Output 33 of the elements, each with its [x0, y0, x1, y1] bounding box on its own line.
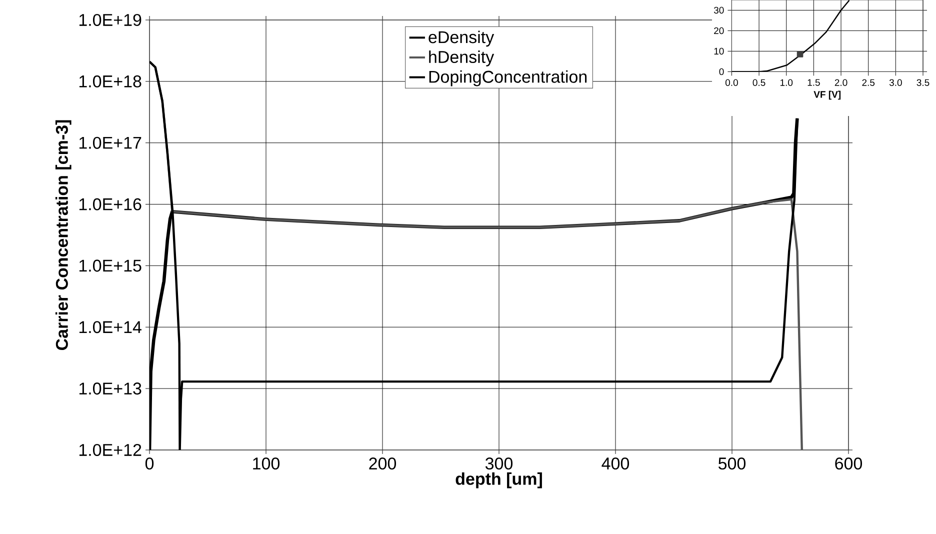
y-tick-label: 30 — [714, 6, 724, 14]
y-tick-label: 1.0E+17 — [79, 136, 142, 149]
x-tick-label: 200 — [369, 457, 396, 470]
x-tick-label: 0.0 — [725, 79, 738, 86]
legend-label: hDensity — [429, 50, 494, 66]
y-axis-title: Carrier Concentration [cm-3] — [55, 120, 72, 350]
x-axis-title: depth [um] — [456, 472, 542, 488]
x-tick-label: 1.5 — [808, 79, 820, 86]
x-tick-label: 500 — [718, 457, 746, 470]
y-tick-label: 1.0E+18 — [79, 75, 142, 88]
x-tick-label: 3.5 — [916, 79, 930, 86]
x-tick-label: 300 — [485, 457, 513, 470]
y-tick-label: 0 — [719, 68, 724, 76]
y-tick-label: 1.0E+19 — [79, 14, 142, 26]
legend-label: eDensity — [428, 30, 494, 47]
x-tick-label: 400 — [602, 457, 630, 470]
x-tick-label: 3.0 — [889, 79, 902, 86]
x-tick-label: 100 — [253, 457, 280, 470]
x-tick-label: 2.0 — [834, 79, 848, 86]
y-tick-label: 1.0E+16 — [79, 198, 142, 210]
y-tick-label: 1.0E+14 — [79, 321, 142, 334]
x-axis-title: VF [V] — [814, 90, 841, 100]
legend-label: DopingConcentration — [429, 70, 587, 86]
x-tick-label: 0.5 — [752, 79, 766, 86]
y-tick-label: 1.0E+12 — [79, 444, 142, 456]
y-tick-label: 10 — [714, 48, 724, 55]
y-tick-label: 1.0E+15 — [79, 260, 142, 272]
x-tick-label: 1.0 — [780, 79, 793, 86]
x-tick-label: 0 — [145, 457, 154, 470]
x-tick-label: 2.5 — [862, 79, 875, 86]
y-tick-label: 20 — [714, 27, 724, 34]
y-tick-label: 1.0E+13 — [79, 382, 142, 395]
x-tick-label: 600 — [835, 457, 862, 470]
